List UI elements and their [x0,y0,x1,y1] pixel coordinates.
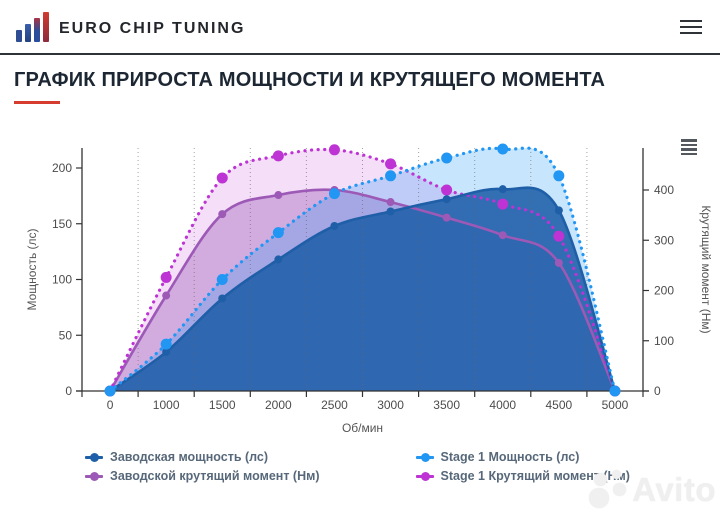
svg-text:Мощность (лс): Мощность (лс) [25,228,39,310]
svg-text:150: 150 [52,217,72,231]
power-torque-chart: 0 50 100 150 200 0 100 200 300 400 0 1000 1500 2000 25… [0,106,720,446]
avito-logo-icon [586,469,632,511]
logo: EURO CHIP TUNING [16,11,246,42]
svg-text:1500: 1500 [209,398,236,412]
legend-item[interactable]: Stage 1 Крутящий момент (Нм) [415,469,630,483]
legend-column: Заводская мощность (лс) Заводской крутящи… [85,450,320,483]
hamburger-menu-button[interactable] [678,16,704,38]
svg-text:0: 0 [107,398,114,412]
legend-item[interactable]: Заводская мощность (лс) [85,450,320,464]
svg-text:100: 100 [52,273,72,287]
svg-text:200: 200 [654,284,674,298]
svg-text:1000: 1000 [153,398,180,412]
chart-context-menu-button[interactable] [678,136,700,158]
legend-item[interactable]: Stage 1 Мощность (лс) [415,450,630,464]
svg-text:0: 0 [654,384,661,398]
svg-text:2000: 2000 [265,398,292,412]
legend-series-marker-icon [85,471,103,481]
svg-text:50: 50 [59,328,73,342]
chart-legend: Заводская мощность (лс) Заводской крутящи… [0,450,720,483]
title-accent-bar [14,101,60,104]
svg-text:4500: 4500 [545,398,572,412]
watermark-text: Avito [632,471,716,508]
header: EURO CHIP TUNING [0,0,720,55]
title-section: ГРАФИК ПРИРОСТА МОЩНОСТИ И КРУТЯЩЕГО МОМ… [0,55,720,104]
svg-text:4000: 4000 [489,398,516,412]
bar-chart-logo-icon [16,11,49,42]
svg-text:300: 300 [654,233,674,247]
svg-text:200: 200 [52,161,72,175]
logo-text: EURO CHIP TUNING [59,19,246,37]
legend-label: Stage 1 Крутящий момент (Нм) [440,469,630,483]
svg-text:0: 0 [65,384,72,398]
legend-column: Stage 1 Мощность (лс) Stage 1 Крутящий мо… [415,450,630,483]
legend-item[interactable]: Заводской крутящий момент (Нм) [85,469,320,483]
svg-text:Об/мин: Об/мин [342,421,383,435]
legend-label: Заводской крутящий момент (Нм) [110,469,320,483]
legend-label: Заводская мощность (лс) [110,450,269,464]
legend-series-marker-icon [415,452,434,462]
svg-text:3000: 3000 [377,398,404,412]
avito-watermark: Avito [586,469,716,511]
svg-text:400: 400 [654,183,674,197]
legend-label: Stage 1 Мощность (лс) [440,450,580,464]
svg-text:3500: 3500 [433,398,460,412]
svg-text:2500: 2500 [321,398,348,412]
page-title: ГРАФИК ПРИРОСТА МОЩНОСТИ И КРУТЯЩЕГО МОМ… [14,69,606,91]
legend-series-marker-icon [415,471,434,481]
legend-series-marker-icon [85,452,103,462]
svg-text:100: 100 [654,334,674,348]
svg-text:Крутящий момент (Нм): Крутящий момент (Нм) [699,205,713,333]
svg-text:5000: 5000 [602,398,629,412]
